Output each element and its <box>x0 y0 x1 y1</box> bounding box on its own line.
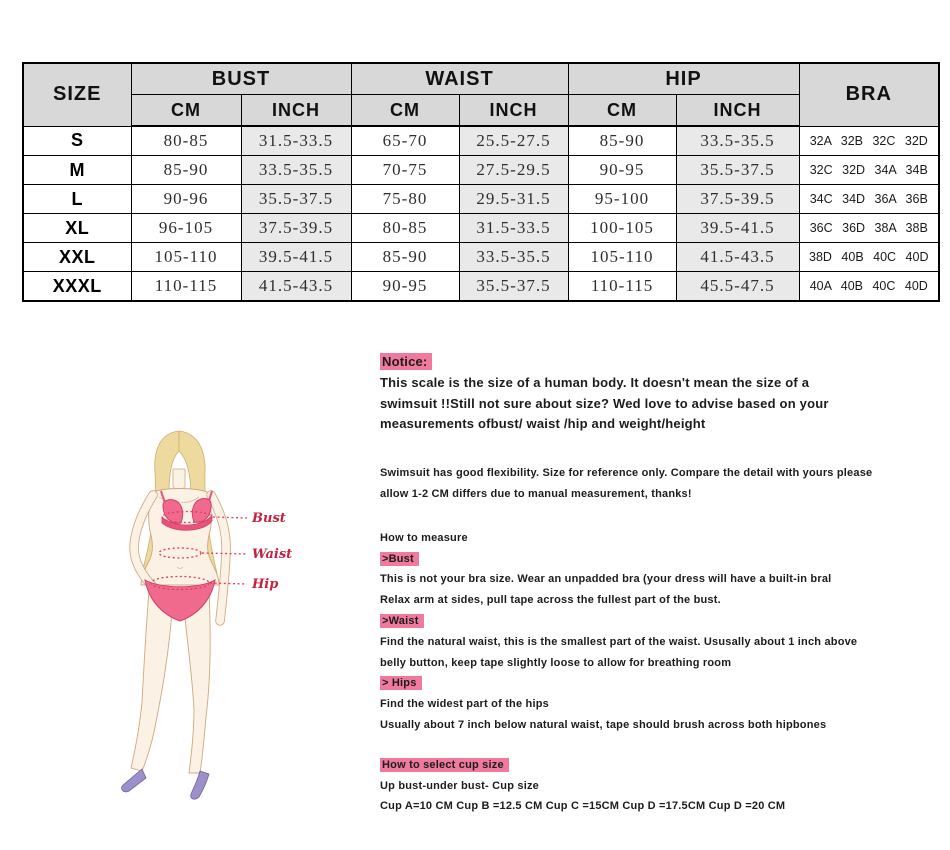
hip-tape-line <box>150 575 210 591</box>
notice-heading: Notice: <box>380 352 948 373</box>
how-to-measure-title: How to measure <box>380 531 468 544</box>
cell-waist-inch: 33.5-35.5 <box>458 242 569 272</box>
cell-hip-cm: 95-100 <box>567 184 677 214</box>
waist-section-heading: >Waist <box>380 611 948 632</box>
table-row-xxl: XXL 105-110 39.5-41.5 85-90 33.5-35.5 10… <box>22 242 940 272</box>
bust-label: Bust <box>251 511 286 526</box>
table-row-s: S 80-85 31.5-33.5 65-70 25.5-27.5 85-90 … <box>22 125 940 156</box>
cell-bust-cm: 90-96 <box>130 184 242 214</box>
size-chart-table: SIZE BUST WAIST HIP BRA CM INCH CM INCH … <box>22 62 941 302</box>
cell-waist-cm: 65-70 <box>350 125 460 156</box>
table-row-m: M 85-90 33.5-35.5 70-75 27.5-29.5 90-95 … <box>22 155 940 185</box>
cup-heading-highlight: How to select cup size <box>380 757 509 772</box>
legs <box>130 590 211 774</box>
cell-size: XXL <box>22 242 132 272</box>
cell-bra: 36C 36D 38A 38B <box>798 213 940 243</box>
cup-size-body: Up bust-under bust- Cup size Cup A=10 CM… <box>380 779 786 813</box>
waist-connector-line <box>201 552 248 555</box>
waist-label: Waist <box>252 547 292 562</box>
cell-hip-cm: 105-110 <box>567 242 677 272</box>
header-bust-inch: INCH <box>240 94 352 127</box>
hips-heading-highlight: > Hips <box>380 676 422 691</box>
cell-bust-inch: 33.5-35.5 <box>240 155 352 185</box>
table-row-xl: XL 96-105 37.5-39.5 80-85 31.5-33.5 100-… <box>22 213 940 243</box>
cell-hip-inch: 39.5-41.5 <box>675 213 800 243</box>
cell-waist-cm: 90-95 <box>350 271 460 302</box>
cell-size: S <box>22 125 132 156</box>
cell-bra: 32C 32D 34A 34B <box>798 155 940 185</box>
cell-size: XL <box>22 213 132 243</box>
cell-bust-cm: 105-110 <box>130 242 242 272</box>
cell-bust-cm: 80-85 <box>130 125 242 156</box>
cell-bust-inch: 31.5-33.5 <box>240 125 352 156</box>
flexibility-note: Swimsuit has good flexibility. Size for … <box>380 467 873 500</box>
header-bust: BUST <box>130 62 352 95</box>
cell-size: L <box>22 184 132 214</box>
cell-bust-cm: 85-90 <box>130 155 242 185</box>
shoes <box>121 768 210 800</box>
cell-waist-cm: 70-75 <box>350 155 460 185</box>
bust-heading-highlight: >Bust <box>380 551 419 566</box>
cell-bra: 32A 32B 32C 32D <box>798 125 940 156</box>
cell-bra: 34C 34D 36A 36B <box>798 184 940 214</box>
bust-section-heading: >Bust <box>380 549 948 570</box>
cell-bust-inch: 41.5-43.5 <box>240 271 352 302</box>
cell-hip-inch: 35.5-37.5 <box>675 155 800 185</box>
bikini-top <box>160 490 213 531</box>
cell-hip-cm: 110-115 <box>567 271 677 302</box>
cell-waist-inch: 27.5-29.5 <box>458 155 569 185</box>
header-size: SIZE <box>22 62 132 127</box>
hip-label: Hip <box>251 577 278 592</box>
cell-waist-inch: 35.5-37.5 <box>458 271 569 302</box>
measurement-figure-illustration: Bust Waist Hip <box>121 430 292 800</box>
header-hip: HIP <box>567 62 800 95</box>
cell-bust-inch: 35.5-37.5 <box>240 184 352 214</box>
cell-waist-inch: 31.5-33.5 <box>458 213 569 243</box>
notice-body: This scale is the size of a human body. … <box>380 374 829 432</box>
cell-bust-cm: 110-115 <box>130 271 242 302</box>
cell-hip-cm: 85-90 <box>567 125 677 156</box>
hips-section-heading: > Hips <box>380 673 948 694</box>
table-row-l: L 90-96 35.5-37.5 75-80 29.5-31.5 95-100… <box>22 184 940 214</box>
cell-hip-inch: 33.5-35.5 <box>675 125 800 156</box>
cell-hip-inch: 37.5-39.5 <box>675 184 800 214</box>
cell-waist-inch: 25.5-27.5 <box>458 125 569 156</box>
notice-heading-highlight: Notice: <box>380 353 433 370</box>
cell-hip-cm: 90-95 <box>567 155 677 185</box>
cell-bust-inch: 37.5-39.5 <box>240 213 352 243</box>
measure-tapes <box>150 510 248 591</box>
cell-hip-inch: 41.5-43.5 <box>675 242 800 272</box>
cell-bust-inch: 39.5-41.5 <box>240 242 352 272</box>
cell-bra: 38D 40B 40C 40D <box>798 242 940 272</box>
header-waist-cm: CM <box>350 94 460 127</box>
hip-connector-line <box>209 582 248 585</box>
hips-section-body: Find the widest part of the hips Usually… <box>380 698 827 731</box>
waist-heading-highlight: >Waist <box>380 613 424 628</box>
bust-connector-line <box>212 516 248 519</box>
header-waist: WAIST <box>350 62 569 95</box>
cell-bra: 40A 40B 40C 40D <box>798 271 940 302</box>
bust-tape-line <box>161 510 213 524</box>
cell-waist-cm: 85-90 <box>350 242 460 272</box>
header-hip-cm: CM <box>567 94 677 127</box>
measure-guide-text: Notice: This scale is the size of a huma… <box>380 352 948 817</box>
waist-tape-line <box>158 547 202 559</box>
cell-size: M <box>22 155 132 185</box>
cell-hip-cm: 100-105 <box>567 213 677 243</box>
waist-section-body: Find the natural waist, this is the smal… <box>380 635 858 669</box>
cell-waist-cm: 75-80 <box>350 184 460 214</box>
header-bust-cm: CM <box>130 94 242 127</box>
header-waist-inch: INCH <box>458 94 569 127</box>
bust-section-body: This is not your bra size. Wear an unpad… <box>380 573 832 607</box>
header-hip-inch: INCH <box>675 94 800 127</box>
cell-bust-cm: 96-105 <box>130 213 242 243</box>
cell-waist-inch: 29.5-31.5 <box>458 184 569 214</box>
cup-size-heading: How to select cup size <box>380 755 948 776</box>
table-row-xxxl: XXXL 110-115 41.5-43.5 90-95 35.5-37.5 1… <box>22 271 940 302</box>
cell-waist-cm: 80-85 <box>350 213 460 243</box>
header-bra: BRA <box>798 62 940 127</box>
bikini-bottom <box>144 578 216 622</box>
cell-hip-inch: 45.5-47.5 <box>675 271 800 302</box>
cell-size: XXXL <box>22 271 132 302</box>
